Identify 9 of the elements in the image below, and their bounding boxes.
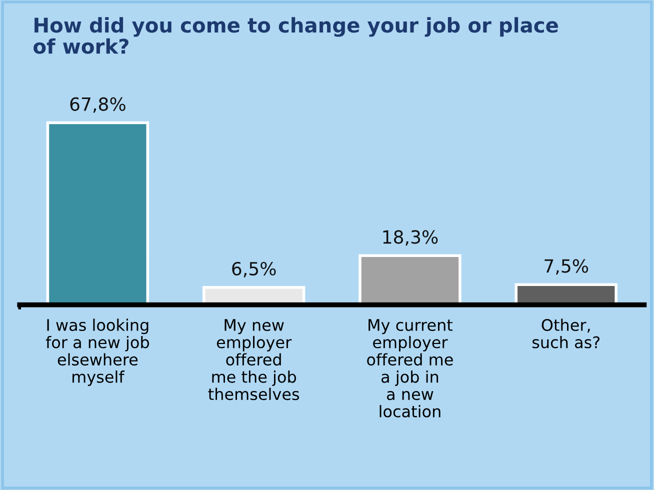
x-tick-label: Other, such as?: [532, 318, 600, 348]
chart-title: How did you come to change your job or place of work?: [34, 17, 558, 54]
data-label: 18,3%: [383, 230, 438, 246]
data-label: 67,8%: [70, 97, 126, 113]
x-tick-label: My new employer offered me the job themselves: [208, 319, 300, 400]
data-label: 7,5%: [544, 259, 588, 275]
x-tick-label: I was looking for a new job elsewhere myself: [46, 318, 149, 386]
data-label: 6,5%: [232, 262, 276, 278]
x-tick-label: My current employer offered me a job in a new location: [367, 319, 453, 418]
